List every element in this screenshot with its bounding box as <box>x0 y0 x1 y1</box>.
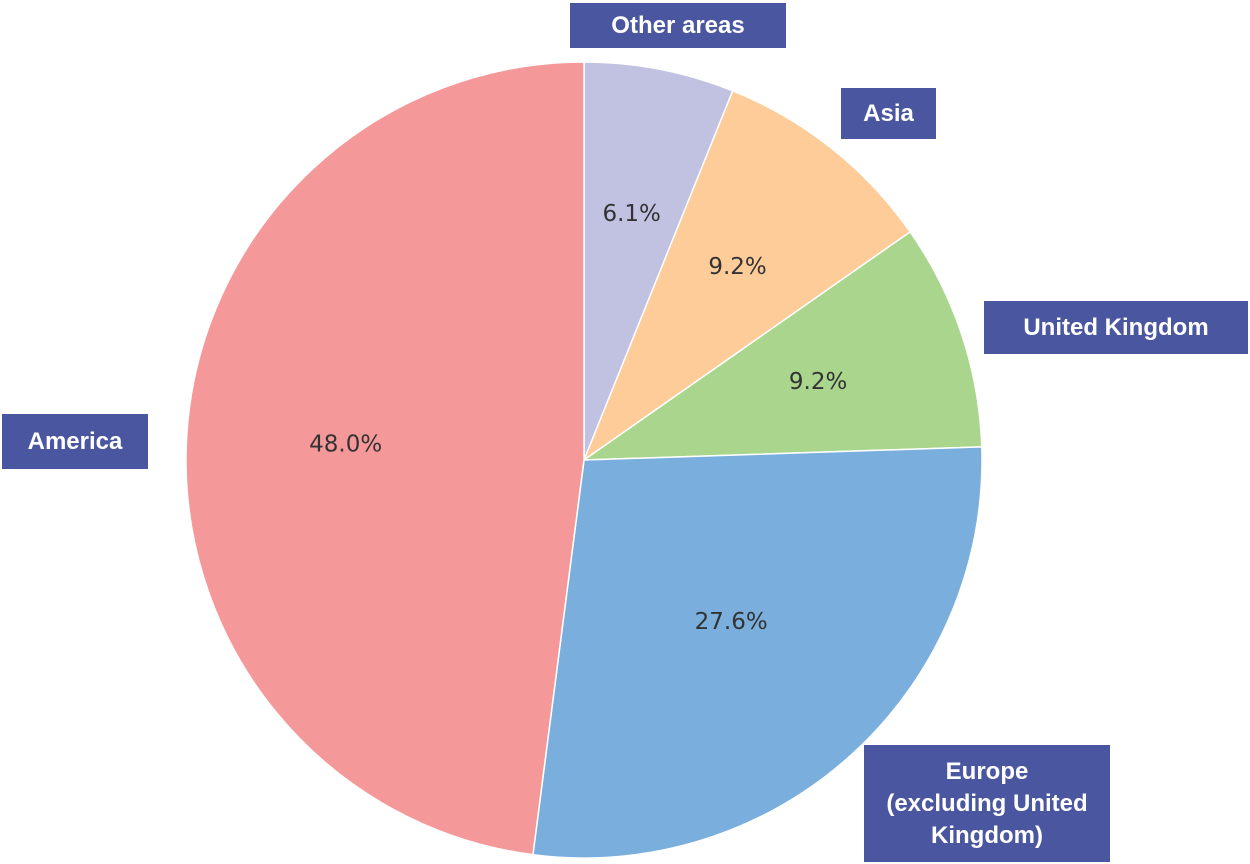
pie-percentage-label-america: 48.0% <box>309 432 382 458</box>
pie-percentage-label-asia: 9.2% <box>708 254 766 280</box>
pie-slice-other-areas <box>583 61 734 461</box>
pie-slice-america <box>185 61 585 856</box>
pie-percentage-label-united-kingdom: 9.2% <box>789 369 847 395</box>
pie-percentage-label-other-areas: 6.1% <box>602 201 660 227</box>
category-label-united-kingdom: United Kingdom <box>984 301 1248 354</box>
pie-slice-europe <box>532 446 983 859</box>
pie-slice-asia <box>582 89 912 463</box>
pie-slice-united-kingdom <box>581 230 983 461</box>
pie-percentage-labels: 6.1% 9.2% 9.2% 27.6% 48.0% <box>309 201 847 635</box>
pie-slices <box>185 61 983 859</box>
category-label-america: America <box>2 414 148 469</box>
category-label-europe: Europe (excluding United Kingdom) <box>864 745 1110 862</box>
category-label-asia: Asia <box>841 88 936 139</box>
pie-percentage-label-europe: 27.6% <box>695 609 768 635</box>
category-label-other-areas: Other areas <box>570 3 786 48</box>
